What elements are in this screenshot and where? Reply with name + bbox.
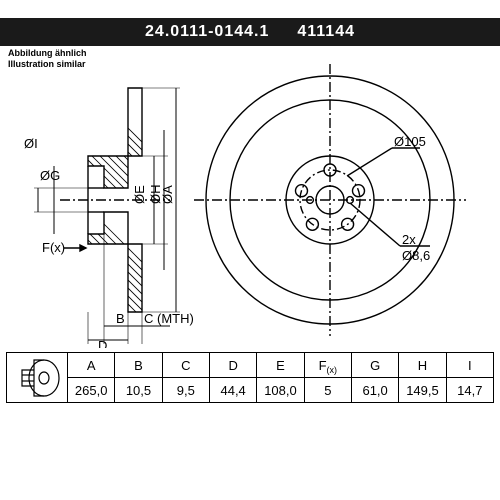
part-number-1: 24.0111-0144.1 <box>145 23 269 40</box>
val-H: 149,5 <box>399 378 446 403</box>
dim-label-B: B <box>116 311 125 326</box>
val-B: 10,5 <box>115 378 162 403</box>
dim-label-Fx: F(x) <box>42 240 65 255</box>
col-G: G <box>351 353 398 378</box>
val-D: 44,4 <box>209 378 256 403</box>
val-A: 265,0 <box>68 378 115 403</box>
val-I: 14,7 <box>446 378 493 403</box>
col-H: H <box>399 353 446 378</box>
technical-drawing: ØI ØG ØE ØH ØA F(x) B C (MTH) D Ø105 2x … <box>0 48 500 348</box>
part-number-2: 411144 <box>297 23 355 40</box>
col-C: C <box>162 353 209 378</box>
table-value-row: 265,0 10,5 9,5 44,4 108,0 5 61,0 149,5 1… <box>7 378 494 403</box>
col-Fx: F(x) <box>304 353 351 378</box>
disc-icon <box>10 356 64 400</box>
table-header-row: A B C D E F(x) G H I <box>7 353 494 378</box>
col-A: A <box>68 353 115 378</box>
val-Fx: 5 <box>304 378 351 403</box>
col-D: D <box>209 353 256 378</box>
dimension-table: A B C D E F(x) G H I 265,0 10,5 9,5 44,4… <box>6 352 494 403</box>
dim-label-pins: 2x <box>402 232 416 247</box>
col-I: I <box>446 353 493 378</box>
footer-space <box>0 454 500 500</box>
dim-label-G: ØG <box>40 168 60 183</box>
dim-label-I: ØI <box>24 136 38 151</box>
dim-label-d86: Ø8,6 <box>402 248 430 263</box>
dim-label-A: ØA <box>160 185 175 204</box>
dim-label-D: D <box>98 338 107 348</box>
dim-label-C: C (MTH) <box>144 311 194 326</box>
disc-icon-cell <box>7 353 68 403</box>
val-C: 9,5 <box>162 378 209 403</box>
dim-label-E: ØE <box>132 185 147 204</box>
val-G: 61,0 <box>351 378 398 403</box>
col-B: B <box>115 353 162 378</box>
dim-label-d105: Ø105 <box>394 134 426 149</box>
val-E: 108,0 <box>257 378 304 403</box>
col-E: E <box>257 353 304 378</box>
header-bar: 24.0111-0144.1 411144 <box>0 18 500 46</box>
